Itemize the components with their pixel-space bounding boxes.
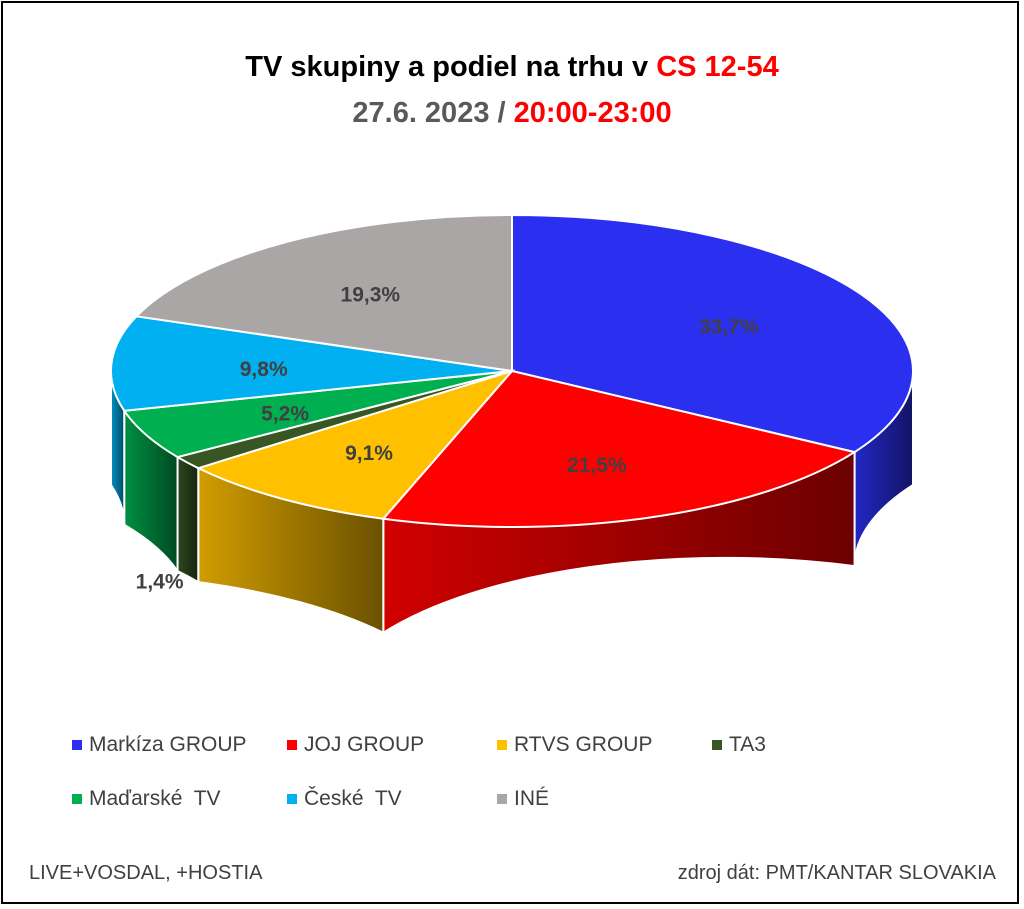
slice-markiza — [511, 213, 914, 454]
legend-item-markiza: Markíza GROUP — [72, 733, 287, 757]
legend-swatch — [497, 794, 507, 804]
legend-swatch — [287, 794, 297, 804]
legend-label: České TV — [304, 787, 402, 810]
legend-label: Maďarské TV — [89, 787, 221, 810]
legend-row: Markíza GROUP JOJ GROUP RTVS GROUP TA3 — [72, 730, 832, 760]
legend-swatch — [72, 740, 82, 750]
data-label-madarske: 5,2% — [261, 403, 309, 426]
data-label-markiza: 33,7% — [699, 316, 759, 339]
legend-row: Maďarské TV České TV INÉ — [72, 784, 832, 814]
slice-side-ta3 — [176, 455, 200, 584]
legend-item-ta3: TA3 — [712, 733, 766, 757]
title-main: TV skupiny a podiel na trhu v — [245, 51, 657, 83]
chart-title: TV skupiny a podiel na trhu v CS 12-54 — [0, 50, 1024, 84]
slice-rtvs — [195, 369, 516, 520]
legend-item-joj: JOJ GROUP — [287, 733, 497, 757]
slice-joj — [381, 369, 858, 528]
slice-ceske — [110, 315, 513, 412]
data-labels: 33,7% 21,5% 9,1% 1,4% 5,2% 9,8% 19,3% — [136, 284, 759, 594]
data-label-ine: 19,3% — [341, 284, 401, 307]
legend-swatch — [72, 794, 82, 804]
slice-ine — [134, 213, 513, 373]
subtitle-time: 20:00-23:00 — [513, 97, 672, 129]
legend-label: JOJ GROUP — [304, 733, 425, 756]
data-label-ceske: 9,8% — [240, 358, 288, 381]
data-label-joj: 21,5% — [567, 454, 627, 477]
subtitle-date: 27.6. 2023 / — [352, 97, 514, 129]
data-label-ta3: 1,4% — [136, 571, 184, 594]
footer-source: zdroj dát: PMT/KANTAR SLOVAKIA — [677, 862, 996, 884]
legend-swatch — [497, 740, 507, 750]
pie-slices — [110, 213, 914, 528]
legend-item-rtvs: RTVS GROUP — [497, 733, 712, 757]
footer-note: LIVE+VOSDAL, +HOSTIA — [29, 862, 263, 884]
legend-item-ceske: České TV — [287, 787, 497, 811]
legend-label: TA3 — [729, 733, 766, 756]
legend-label: RTVS GROUP — [514, 733, 653, 756]
legend-item-madarske: Maďarské TV — [72, 787, 287, 811]
data-label-rtvs: 9,1% — [345, 442, 393, 465]
title-highlight: CS 12-54 — [656, 51, 779, 83]
chart-subtitle: 27.6. 2023 / 20:00-23:00 — [0, 96, 1024, 130]
legend-label: INÉ — [514, 787, 550, 810]
legend-label: Markíza GROUP — [89, 733, 247, 756]
legend-swatch — [287, 740, 297, 750]
legend-item-ine: INÉ — [497, 787, 549, 811]
legend: Markíza GROUP JOJ GROUP RTVS GROUP TA3 M… — [72, 730, 832, 838]
legend-swatch — [712, 740, 722, 750]
